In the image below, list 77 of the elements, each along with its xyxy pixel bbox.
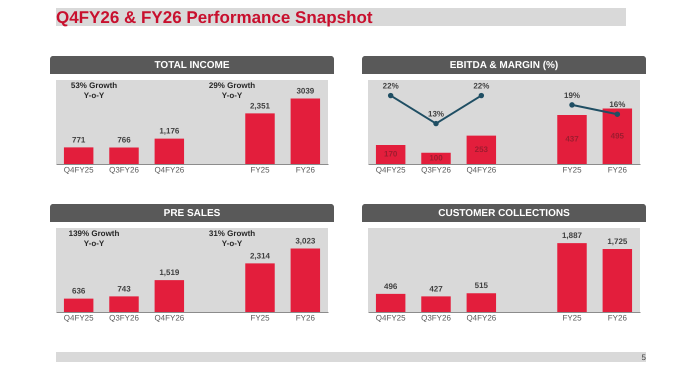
data-label: 22% [382, 82, 399, 91]
bar [290, 98, 320, 164]
bar [557, 115, 587, 164]
bar [290, 248, 320, 312]
x-tick-label: FY26 [608, 166, 628, 174]
chart-title: EBITDA & MARGIN (%) [450, 60, 558, 71]
x-tick-label: FY26 [296, 166, 316, 174]
data-label: 437 [565, 134, 580, 144]
bar [64, 147, 94, 164]
data-label: 636 [72, 286, 86, 296]
x-tick-label: FY25 [250, 166, 270, 174]
chart-title: PRE SALES [164, 208, 221, 219]
point [388, 92, 394, 98]
data-label: 3039 [296, 86, 315, 96]
chart-title: TOTAL INCOME [154, 60, 230, 71]
x-tick-label: Q4FY25 [376, 314, 406, 322]
point [433, 120, 439, 126]
x-tick-label: FY26 [296, 314, 316, 322]
data-label: 766 [117, 136, 132, 144]
data-label: 771 [72, 135, 86, 144]
data-label: 253 [474, 144, 489, 154]
data-label: 743 [117, 284, 132, 294]
bar [245, 263, 275, 312]
annotation: 53% Growth Y-o-Y [70, 81, 118, 100]
annotation: 31% Growth Y-o-Y [208, 229, 256, 248]
x-tick-label: Q3FY26 [109, 166, 140, 174]
x-tick-label: FY25 [562, 314, 582, 322]
text: Q4FY26 & FY26 Performance Snapshot [56, 8, 373, 27]
x-tick-label: Q4FY25 [64, 166, 94, 174]
data-label: 1,519 [159, 268, 180, 278]
bar [466, 293, 496, 312]
bar [421, 296, 451, 312]
data-label: 2,314 [250, 251, 271, 260]
data-label: 427 [429, 284, 444, 294]
x-tick-label: Q4FY25 [376, 166, 406, 174]
data-label: 495 [610, 131, 625, 140]
bar [109, 296, 139, 312]
data-label: 16% [609, 100, 626, 110]
bar [466, 136, 496, 164]
data-label: 100 [429, 153, 444, 162]
point [478, 92, 484, 98]
x-tick-label: Q4FY26 [154, 166, 185, 174]
data-label: 496 [384, 282, 398, 291]
bar [602, 249, 632, 312]
bar [154, 280, 184, 312]
x-tick-label: Q4FY25 [64, 314, 94, 322]
text: 5 [642, 353, 647, 362]
data-label: 1,176 [159, 126, 180, 136]
bar [245, 113, 275, 164]
x-tick-label: Q4FY26 [466, 314, 497, 322]
x-tick-label: Q3FY26 [421, 314, 452, 322]
bar [557, 243, 587, 312]
x-tick-label: FY25 [562, 166, 582, 174]
bar [154, 138, 184, 164]
data-label: 19% [564, 90, 580, 100]
bar [376, 144, 406, 164]
data-label: 1,725 [607, 237, 628, 246]
x-tick-label: FY26 [608, 314, 628, 322]
data-label: 170 [384, 149, 398, 158]
bar [376, 294, 406, 312]
x-tick-label: Q4FY26 [466, 166, 497, 174]
bar [64, 298, 94, 312]
bar [109, 148, 139, 164]
x-tick-label: Q4FY26 [154, 314, 185, 322]
x-tick-label: Q3FY26 [109, 314, 140, 322]
data-label: 515 [474, 281, 489, 290]
data-label: 1,887 [562, 231, 583, 240]
chart-title: CUSTOMER COLLECTIONS [438, 208, 570, 219]
annotation: 29% Growth Y-o-Y [208, 81, 256, 100]
bar [602, 108, 632, 164]
x-tick-label: FY25 [250, 314, 270, 322]
annotation: 139% Growth Y-o-Y [68, 229, 120, 248]
data-label: 3,023 [295, 236, 316, 246]
x-tick-label: Q3FY26 [421, 166, 452, 174]
data-label: 2,351 [250, 101, 271, 110]
data-label: 13% [428, 110, 444, 119]
data-label: 22% [473, 82, 490, 91]
